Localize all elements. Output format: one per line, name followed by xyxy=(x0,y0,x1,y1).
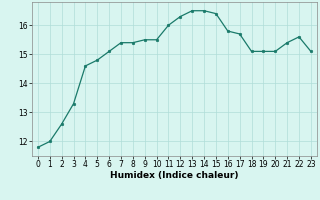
X-axis label: Humidex (Indice chaleur): Humidex (Indice chaleur) xyxy=(110,171,239,180)
